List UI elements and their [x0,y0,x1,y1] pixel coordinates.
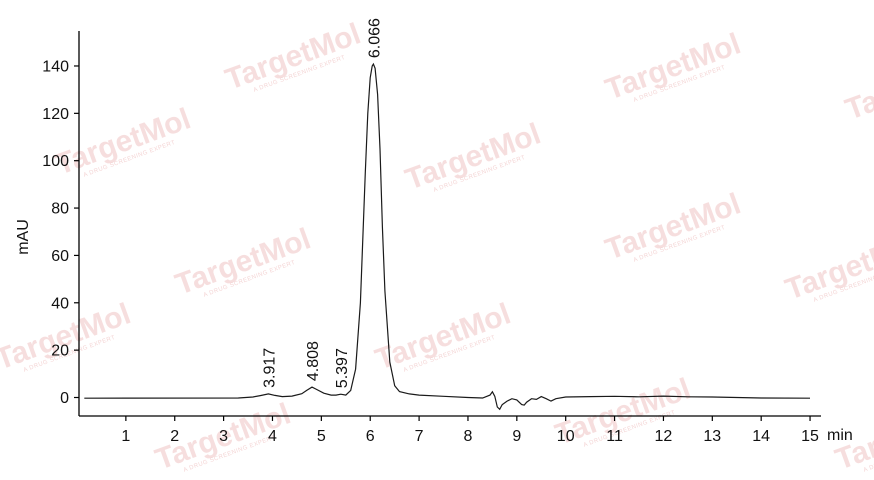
y-tick-label: 140 [42,58,69,75]
peak-labels: 3.917 4.808 5.397 6.066 [261,18,383,388]
x-tick-label: 10 [557,428,575,445]
x-tick-label: 5 [317,428,326,445]
y-tick-label: 80 [51,201,69,218]
peak-label: 3.917 [261,348,278,388]
x-tick-label: 14 [752,428,770,445]
y-tick-label: 120 [42,106,69,123]
y-tick-label: 100 [42,153,69,170]
peak-label: 4.808 [305,341,322,381]
y-tick-label: 40 [51,295,69,312]
series-line [84,62,811,411]
x-tick-label: 11 [606,428,623,445]
watermark-brand: TargetMol [841,47,874,126]
y-ticks: 0 20 40 60 80 100 120 140 [42,58,79,407]
x-tick-label: 12 [655,428,673,445]
x-axis-label: min [827,427,853,444]
x-tick-label: 3 [219,428,228,445]
x-tick-label: 8 [464,428,473,445]
y-tick-label: 60 [51,248,69,265]
x-tick-label: 7 [415,428,424,445]
x-tick-label: 15 [801,428,819,445]
x-tick-label: 13 [703,428,721,445]
x-tick-label: 6 [366,428,375,445]
y-tick-label: 20 [51,343,69,360]
x-tick-label: 9 [512,428,521,445]
y-axis-label: mAU [15,219,32,255]
axes [78,31,821,417]
x-tick-label: 1 [121,428,130,445]
x-tick-label: 2 [170,428,179,445]
peak-label: 5.397 [334,348,351,388]
x-tick-label: 4 [268,428,277,445]
x-ticks: 1 2 3 4 5 6 7 8 9 10 11 12 13 14 15 [121,416,819,445]
peak-label: 6.066 [366,18,383,58]
y-tick-label: 0 [60,390,69,407]
